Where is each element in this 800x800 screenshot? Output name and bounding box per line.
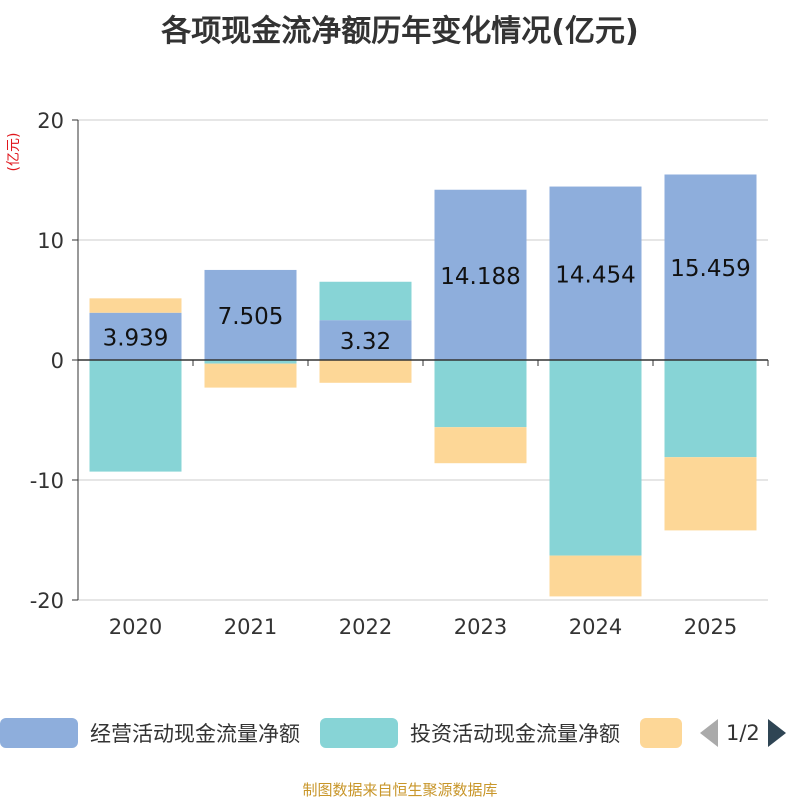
bar-investing-2023 xyxy=(434,360,527,428)
bar-financing-2021 xyxy=(204,363,297,388)
x-tick-label: 2020 xyxy=(109,615,162,639)
prev-page-icon[interactable] xyxy=(700,719,718,747)
legend-pager: 1/2 xyxy=(700,716,786,750)
legend-item-financing[interactable] xyxy=(640,716,682,750)
page-indicator: 1/2 xyxy=(726,721,760,745)
y-tick-label: 10 xyxy=(37,229,64,253)
data-label-operating: 15.459 xyxy=(670,256,750,282)
bar-investing-2025 xyxy=(664,360,757,458)
bar-operating-2023 xyxy=(434,189,527,360)
bar-financing-2023 xyxy=(434,427,527,464)
bar-financing-2024 xyxy=(549,555,642,597)
bar-operating-2024 xyxy=(549,186,642,360)
legend-label-operating: 经营活动现金流量净额 xyxy=(90,722,300,746)
chart-title: 各项现金流净额历年变化情况(亿元) xyxy=(161,14,639,49)
bar-financing-2020 xyxy=(89,298,182,313)
bar-financing-2022 xyxy=(319,360,412,383)
y-tick-label: 20 xyxy=(37,109,64,133)
bar-operating-2025 xyxy=(664,174,757,360)
x-tick-label: 2023 xyxy=(454,615,507,639)
bar-operating-2022 xyxy=(319,320,412,360)
svg-text:(亿元): (亿元) xyxy=(6,133,22,172)
y-tick-label: 0 xyxy=(51,349,64,373)
x-tick-label: 2022 xyxy=(339,615,392,639)
bar-investing-2020 xyxy=(89,360,182,472)
legend-swatch-financing xyxy=(640,718,682,748)
bar-investing-2022 xyxy=(319,281,412,321)
x-tick-label: 2024 xyxy=(569,615,622,639)
x-tick-label: 2025 xyxy=(684,615,737,639)
bar-operating-2021 xyxy=(204,269,297,360)
legend-swatch-investing xyxy=(320,718,398,748)
legend: 经营活动现金流量净额 投资活动现金流量净额 xyxy=(0,716,800,756)
data-label-operating: 7.505 xyxy=(218,304,284,330)
data-label-operating: 3.32 xyxy=(340,329,391,355)
data-label-operating: 3.939 xyxy=(103,325,169,351)
source-note: 制图数据来自恒生聚源数据库 xyxy=(302,781,498,799)
next-page-icon[interactable] xyxy=(767,719,786,747)
legend-label-investing: 投资活动现金流量净额 xyxy=(410,722,620,746)
y-tick-label: -20 xyxy=(30,589,64,613)
legend-swatch-operating xyxy=(0,718,78,748)
data-label-operating: 14.188 xyxy=(440,264,520,290)
bar-chart: 20 10 0 -10 -20 3.939 7.505 3.32 14.188 14.454 15.… xyxy=(30,109,769,639)
data-label-operating: 14.454 xyxy=(555,262,635,288)
bar-financing-2025 xyxy=(664,457,757,531)
y-unit-label: (亿元) xyxy=(6,133,22,172)
y-tick-label: -10 xyxy=(30,469,64,493)
legend-item-investing[interactable]: 投资活动现金流量净额 xyxy=(320,716,620,750)
legend-item-operating[interactable]: 经营活动现金流量净额 xyxy=(0,716,300,750)
bar-operating-2020 xyxy=(89,312,182,360)
bar-investing-2024 xyxy=(549,360,642,556)
x-tick-label: 2021 xyxy=(224,615,277,639)
bar-investing-2021 xyxy=(204,360,297,364)
